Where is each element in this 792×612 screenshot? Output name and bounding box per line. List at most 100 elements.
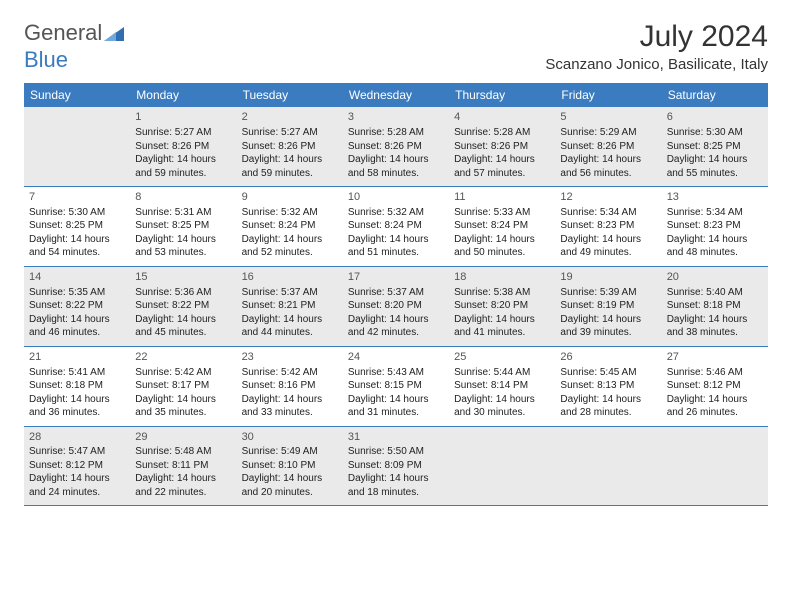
brand-logo: General Blue xyxy=(24,20,124,73)
daylight-text: Daylight: 14 hours and 53 minutes. xyxy=(135,233,231,260)
header: General Blue July 2024 Scanzano Jonico, … xyxy=(24,20,768,73)
sunset-text: Sunset: 8:09 PM xyxy=(348,459,444,473)
weekday-header: Friday xyxy=(555,83,661,107)
month-title: July 2024 xyxy=(545,20,768,54)
day-number: 29 xyxy=(135,430,231,445)
day-number: 15 xyxy=(135,270,231,285)
weekday-header: Wednesday xyxy=(343,83,449,107)
weekday-header: Monday xyxy=(130,83,236,107)
daylight-text: Daylight: 14 hours and 22 minutes. xyxy=(135,472,231,499)
sunrise-text: Sunrise: 5:34 AM xyxy=(667,206,763,220)
daylight-text: Daylight: 14 hours and 33 minutes. xyxy=(242,393,338,420)
day-cell: 21Sunrise: 5:41 AMSunset: 8:18 PMDayligh… xyxy=(24,347,130,426)
sunrise-text: Sunrise: 5:32 AM xyxy=(242,206,338,220)
daylight-text: Daylight: 14 hours and 35 minutes. xyxy=(135,393,231,420)
sunrise-text: Sunrise: 5:28 AM xyxy=(348,126,444,140)
daylight-text: Daylight: 14 hours and 46 minutes. xyxy=(29,313,125,340)
weekday-header: Tuesday xyxy=(237,83,343,107)
day-number: 9 xyxy=(242,190,338,205)
sunset-text: Sunset: 8:18 PM xyxy=(667,299,763,313)
sunrise-text: Sunrise: 5:27 AM xyxy=(135,126,231,140)
day-number: 7 xyxy=(29,190,125,205)
sunset-text: Sunset: 8:26 PM xyxy=(242,140,338,154)
sunset-text: Sunset: 8:11 PM xyxy=(135,459,231,473)
weekday-header-row: SundayMondayTuesdayWednesdayThursdayFrid… xyxy=(24,83,768,107)
sunset-text: Sunset: 8:12 PM xyxy=(667,379,763,393)
daylight-text: Daylight: 14 hours and 59 minutes. xyxy=(242,153,338,180)
day-cell: 12Sunrise: 5:34 AMSunset: 8:23 PMDayligh… xyxy=(555,187,661,266)
day-cell: 26Sunrise: 5:45 AMSunset: 8:13 PMDayligh… xyxy=(555,347,661,426)
sunset-text: Sunset: 8:10 PM xyxy=(242,459,338,473)
day-number: 3 xyxy=(348,110,444,125)
sunrise-text: Sunrise: 5:31 AM xyxy=(135,206,231,220)
sunset-text: Sunset: 8:22 PM xyxy=(135,299,231,313)
day-number: 30 xyxy=(242,430,338,445)
day-cell: 7Sunrise: 5:30 AMSunset: 8:25 PMDaylight… xyxy=(24,187,130,266)
day-cell: 20Sunrise: 5:40 AMSunset: 8:18 PMDayligh… xyxy=(662,267,768,346)
week-row: 28Sunrise: 5:47 AMSunset: 8:12 PMDayligh… xyxy=(24,427,768,507)
daylight-text: Daylight: 14 hours and 57 minutes. xyxy=(454,153,550,180)
sunset-text: Sunset: 8:19 PM xyxy=(560,299,656,313)
day-number: 4 xyxy=(454,110,550,125)
sunset-text: Sunset: 8:18 PM xyxy=(29,379,125,393)
day-number: 26 xyxy=(560,350,656,365)
day-number: 25 xyxy=(454,350,550,365)
day-number: 28 xyxy=(29,430,125,445)
day-cell: 30Sunrise: 5:49 AMSunset: 8:10 PMDayligh… xyxy=(237,427,343,506)
sunrise-text: Sunrise: 5:42 AM xyxy=(135,366,231,380)
sunrise-text: Sunrise: 5:47 AM xyxy=(29,445,125,459)
daylight-text: Daylight: 14 hours and 44 minutes. xyxy=(242,313,338,340)
sunrise-text: Sunrise: 5:40 AM xyxy=(667,286,763,300)
day-number: 6 xyxy=(667,110,763,125)
daylight-text: Daylight: 14 hours and 45 minutes. xyxy=(135,313,231,340)
sunrise-text: Sunrise: 5:49 AM xyxy=(242,445,338,459)
day-number: 31 xyxy=(348,430,444,445)
daylight-text: Daylight: 14 hours and 50 minutes. xyxy=(454,233,550,260)
daylight-text: Daylight: 14 hours and 52 minutes. xyxy=(242,233,338,260)
day-cell xyxy=(555,427,661,506)
day-cell: 6Sunrise: 5:30 AMSunset: 8:25 PMDaylight… xyxy=(662,107,768,186)
weekday-header: Sunday xyxy=(24,83,130,107)
day-cell: 17Sunrise: 5:37 AMSunset: 8:20 PMDayligh… xyxy=(343,267,449,346)
day-cell: 29Sunrise: 5:48 AMSunset: 8:11 PMDayligh… xyxy=(130,427,236,506)
daylight-text: Daylight: 14 hours and 54 minutes. xyxy=(29,233,125,260)
sunset-text: Sunset: 8:26 PM xyxy=(454,140,550,154)
day-cell: 10Sunrise: 5:32 AMSunset: 8:24 PMDayligh… xyxy=(343,187,449,266)
sunrise-text: Sunrise: 5:39 AM xyxy=(560,286,656,300)
sunset-text: Sunset: 8:22 PM xyxy=(29,299,125,313)
day-number: 18 xyxy=(454,270,550,285)
sunrise-text: Sunrise: 5:37 AM xyxy=(242,286,338,300)
calendar-grid: SundayMondayTuesdayWednesdayThursdayFrid… xyxy=(24,83,768,506)
sunset-text: Sunset: 8:24 PM xyxy=(454,219,550,233)
sunset-text: Sunset: 8:20 PM xyxy=(454,299,550,313)
day-number: 24 xyxy=(348,350,444,365)
day-cell: 25Sunrise: 5:44 AMSunset: 8:14 PMDayligh… xyxy=(449,347,555,426)
day-cell: 13Sunrise: 5:34 AMSunset: 8:23 PMDayligh… xyxy=(662,187,768,266)
week-row: 1Sunrise: 5:27 AMSunset: 8:26 PMDaylight… xyxy=(24,107,768,187)
day-number: 11 xyxy=(454,190,550,205)
day-cell xyxy=(662,427,768,506)
brand-triangle-icon xyxy=(104,21,124,47)
day-cell: 5Sunrise: 5:29 AMSunset: 8:26 PMDaylight… xyxy=(555,107,661,186)
daylight-text: Daylight: 14 hours and 24 minutes. xyxy=(29,472,125,499)
sunset-text: Sunset: 8:26 PM xyxy=(348,140,444,154)
day-number: 13 xyxy=(667,190,763,205)
day-cell: 18Sunrise: 5:38 AMSunset: 8:20 PMDayligh… xyxy=(449,267,555,346)
day-cell: 23Sunrise: 5:42 AMSunset: 8:16 PMDayligh… xyxy=(237,347,343,426)
day-number: 19 xyxy=(560,270,656,285)
day-number: 16 xyxy=(242,270,338,285)
week-row: 21Sunrise: 5:41 AMSunset: 8:18 PMDayligh… xyxy=(24,347,768,427)
day-cell: 8Sunrise: 5:31 AMSunset: 8:25 PMDaylight… xyxy=(130,187,236,266)
day-cell: 27Sunrise: 5:46 AMSunset: 8:12 PMDayligh… xyxy=(662,347,768,426)
sunrise-text: Sunrise: 5:44 AM xyxy=(454,366,550,380)
sunrise-text: Sunrise: 5:50 AM xyxy=(348,445,444,459)
daylight-text: Daylight: 14 hours and 31 minutes. xyxy=(348,393,444,420)
location-label: Scanzano Jonico, Basilicate, Italy xyxy=(545,56,768,73)
daylight-text: Daylight: 14 hours and 26 minutes. xyxy=(667,393,763,420)
sunset-text: Sunset: 8:25 PM xyxy=(29,219,125,233)
sunrise-text: Sunrise: 5:30 AM xyxy=(667,126,763,140)
day-number: 27 xyxy=(667,350,763,365)
sunrise-text: Sunrise: 5:28 AM xyxy=(454,126,550,140)
daylight-text: Daylight: 14 hours and 41 minutes. xyxy=(454,313,550,340)
sunset-text: Sunset: 8:13 PM xyxy=(560,379,656,393)
